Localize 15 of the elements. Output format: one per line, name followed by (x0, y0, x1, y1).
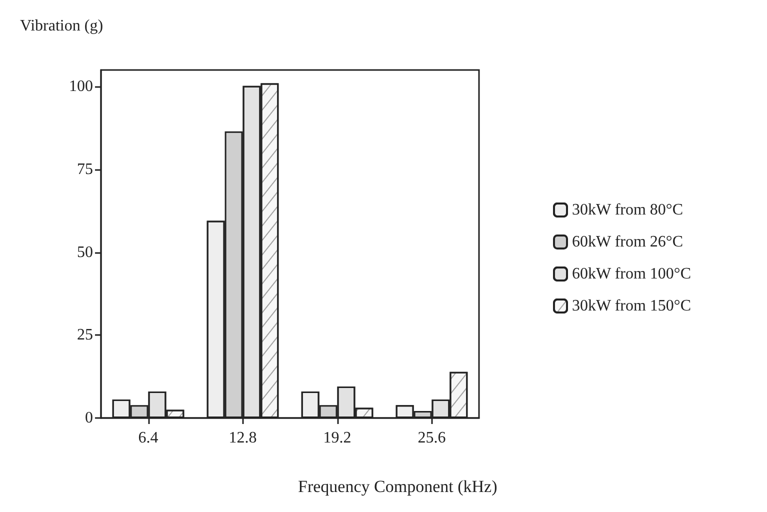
legend-label: 30kW from 150°C (572, 298, 691, 314)
y-tick-label: 50 (77, 244, 93, 261)
y-tick-label: 0 (85, 410, 93, 426)
x-axis-title: Frequency Component (kHz) (298, 477, 498, 496)
x-tick-label: 6.4 (138, 430, 158, 446)
y-tick-label: 75 (77, 160, 93, 178)
legend-label: 60kW from 26°C (572, 234, 683, 250)
y-axis-title: Vibration (g) (20, 18, 104, 34)
y-tick-label: 25 (77, 326, 93, 344)
x-tick-label: 25.6 (418, 430, 446, 446)
y-tick-label: 100 (69, 78, 93, 96)
legend-label: 30kW from 80°C (572, 202, 683, 218)
x-tick-label: 12.8 (228, 430, 257, 446)
legend-label: 60kW from 100°C (572, 266, 691, 282)
x-tick-label: 19.2 (323, 430, 352, 446)
